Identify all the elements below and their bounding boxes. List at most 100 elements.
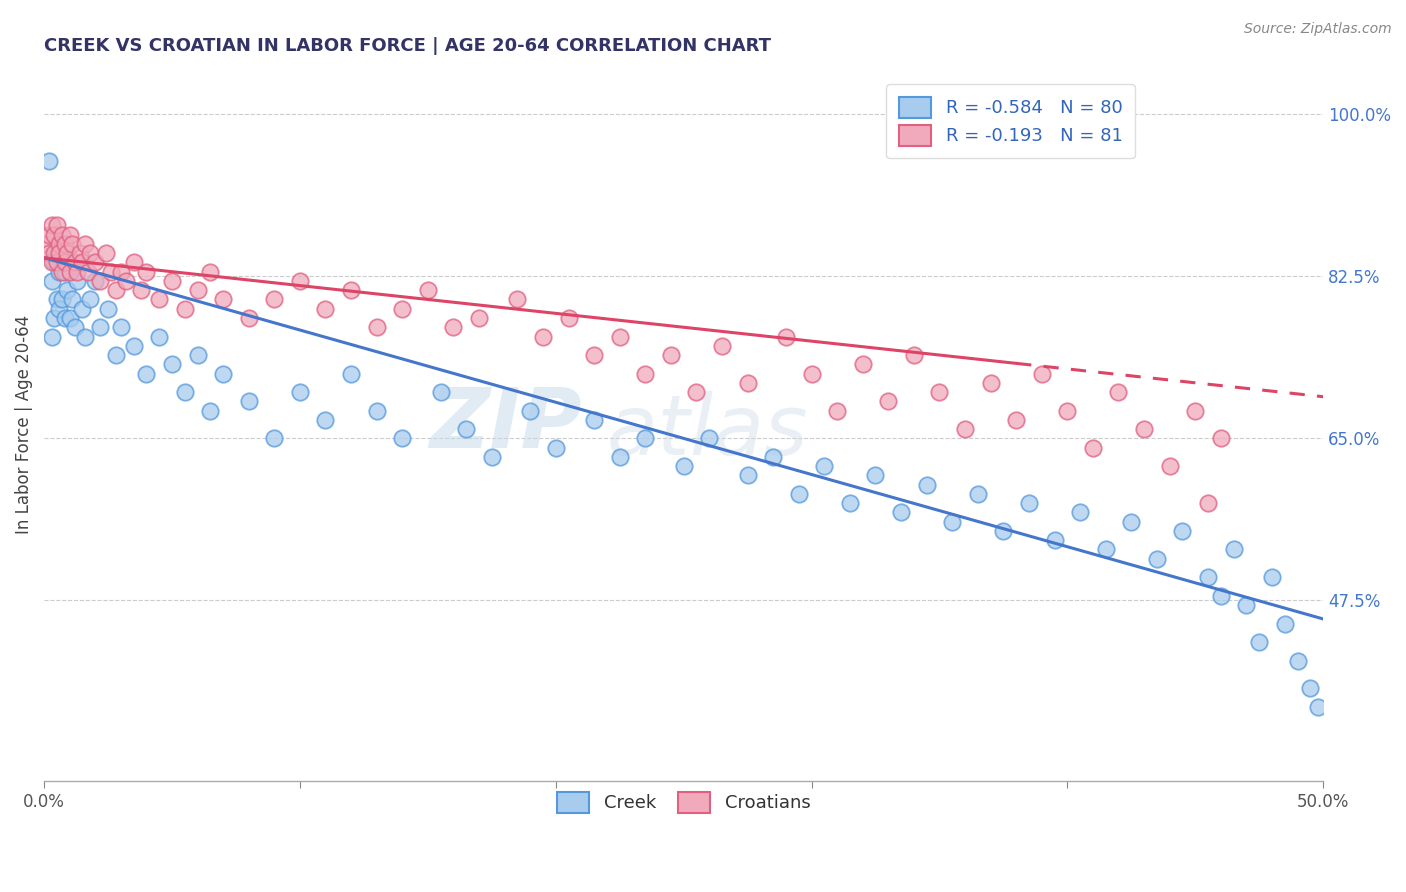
Point [44, 255, 66, 269]
Point [941, 515, 963, 529]
Point [72, 301, 94, 316]
Point [44, 227, 66, 242]
Point [1159, 459, 1181, 474]
Point [97, 301, 120, 316]
Text: ZIP: ZIP [429, 384, 581, 465]
Point [131, 283, 153, 297]
Point [84, 255, 107, 269]
Point [1018, 496, 1040, 510]
Point [672, 459, 695, 474]
Point [877, 394, 900, 409]
Point [84, 274, 107, 288]
Point [583, 348, 606, 362]
Point [737, 468, 759, 483]
Point [1121, 515, 1143, 529]
Point [288, 385, 311, 400]
Point [825, 403, 848, 417]
Point [1081, 441, 1104, 455]
Point [685, 385, 707, 400]
Point [1306, 700, 1329, 714]
Point [200, 403, 222, 417]
Point [45, 219, 67, 233]
Point [173, 301, 195, 316]
Point [160, 357, 183, 371]
Point [838, 496, 860, 510]
Point [53, 255, 76, 269]
Point [48, 236, 70, 251]
Point [1005, 413, 1028, 427]
Point [35, 236, 58, 251]
Point [1197, 570, 1219, 584]
Point [89, 274, 111, 288]
Point [315, 301, 337, 316]
Point [48, 301, 70, 316]
Point [557, 310, 579, 325]
Point [51, 227, 73, 242]
Point [44, 310, 66, 325]
Point [391, 301, 413, 316]
Point [110, 265, 132, 279]
Point [391, 431, 413, 445]
Point [200, 265, 222, 279]
Point [1249, 635, 1271, 649]
Point [38, 227, 60, 242]
Point [544, 441, 567, 455]
Point [1261, 570, 1284, 584]
Point [48, 265, 70, 279]
Point [110, 320, 132, 334]
Point [53, 310, 76, 325]
Point [160, 274, 183, 288]
Point [263, 293, 285, 307]
Point [76, 265, 98, 279]
Point [122, 255, 145, 269]
Point [697, 431, 720, 445]
Point [1299, 681, 1322, 696]
Point [38, 153, 60, 168]
Point [315, 413, 337, 427]
Point [73, 236, 96, 251]
Point [38, 246, 60, 260]
Point [1184, 403, 1206, 417]
Point [519, 403, 541, 417]
Point [212, 293, 235, 307]
Point [915, 477, 938, 491]
Point [609, 329, 631, 343]
Text: CREEK VS CROATIAN IN LABOR FORCE | AGE 20-64 CORRELATION CHART: CREEK VS CROATIAN IN LABOR FORCE | AGE 2… [44, 37, 770, 55]
Point [45, 255, 67, 269]
Point [148, 293, 170, 307]
Point [468, 310, 491, 325]
Point [63, 320, 86, 334]
Point [212, 367, 235, 381]
Point [1197, 496, 1219, 510]
Point [59, 227, 82, 242]
Point [634, 367, 657, 381]
Point [429, 385, 451, 400]
Point [41, 219, 63, 233]
Point [813, 459, 835, 474]
Point [66, 274, 89, 288]
Point [928, 385, 950, 400]
Point [456, 422, 478, 436]
Point [762, 450, 785, 464]
Point [1274, 616, 1296, 631]
Point [1234, 598, 1257, 612]
Point [441, 320, 464, 334]
Point [1069, 505, 1091, 519]
Point [73, 329, 96, 343]
Point [1031, 367, 1053, 381]
Point [122, 339, 145, 353]
Point [48, 246, 70, 260]
Text: Source: ZipAtlas.com: Source: ZipAtlas.com [1244, 22, 1392, 37]
Point [366, 403, 388, 417]
Point [148, 329, 170, 343]
Point [56, 246, 79, 260]
Point [1286, 654, 1309, 668]
Point [51, 293, 73, 307]
Point [63, 255, 86, 269]
Point [41, 255, 63, 269]
Point [59, 255, 82, 269]
Point [41, 274, 63, 288]
Point [953, 422, 976, 436]
Point [72, 255, 94, 269]
Point [173, 385, 195, 400]
